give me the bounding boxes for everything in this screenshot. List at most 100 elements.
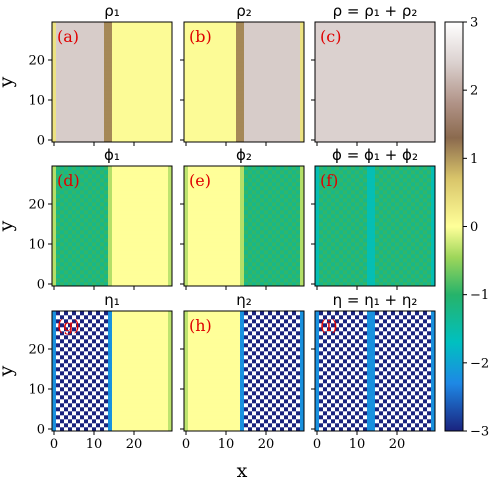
heatmap-cell	[120, 94, 125, 99]
heatmap-cell	[120, 102, 125, 107]
heatmap-cell	[184, 210, 189, 215]
heatmap-cell	[296, 218, 301, 223]
heatmap-cell	[355, 262, 360, 267]
heatmap-cell	[52, 130, 57, 135]
heatmap-cell	[248, 54, 253, 59]
heatmap-cell	[84, 62, 89, 67]
heatmap-cell	[244, 78, 249, 83]
heatmap-cell	[403, 62, 408, 67]
heatmap-cell	[264, 86, 269, 91]
heatmap-cell	[319, 222, 324, 227]
heatmap-cell	[220, 110, 225, 115]
heatmap-cell	[411, 66, 416, 71]
heatmap-cell	[100, 74, 105, 79]
heatmap-cell	[72, 218, 77, 223]
heatmap-cell	[351, 178, 356, 183]
heatmap-cell	[72, 42, 77, 47]
heatmap-cell	[52, 270, 57, 275]
heatmap-cell	[68, 78, 73, 83]
heatmap-cell	[88, 206, 93, 211]
heatmap-cell	[96, 226, 101, 231]
heatmap-cell	[128, 42, 133, 47]
heatmap-cell	[355, 98, 360, 103]
heatmap-cell	[276, 114, 281, 119]
heatmap-cell	[76, 46, 81, 51]
heatmap-cell	[280, 262, 285, 267]
heatmap-cell	[296, 254, 301, 259]
heatmap-cell	[272, 138, 277, 142]
heatmap-cell	[196, 42, 201, 47]
heatmap-cell	[343, 110, 348, 115]
heatmap-cell	[264, 166, 269, 171]
heatmap-cell	[343, 178, 348, 183]
heatmap-cell	[268, 166, 273, 171]
heatmap-cell	[100, 22, 105, 27]
heatmap-cell	[128, 106, 133, 111]
heatmap-cell	[60, 106, 65, 111]
heatmap-cell	[288, 174, 293, 179]
heatmap-cell	[260, 278, 265, 283]
heatmap-cell	[72, 222, 77, 227]
heatmap-cell	[120, 54, 125, 59]
heatmap-cell	[60, 86, 65, 91]
heatmap-cell	[124, 166, 129, 171]
heatmap-cell	[244, 194, 249, 199]
heatmap-cell	[423, 26, 428, 31]
heatmap-cell	[160, 22, 165, 27]
heatmap-cell	[339, 190, 344, 195]
heatmap-cell	[192, 126, 197, 131]
heatmap-cell	[168, 234, 172, 239]
heatmap-cell	[80, 118, 85, 123]
heatmap-cell	[128, 102, 133, 107]
heatmap-cell	[148, 90, 153, 95]
heatmap-cell	[335, 118, 340, 123]
heatmap-cell	[204, 46, 209, 51]
heatmap-cell	[347, 214, 352, 219]
heatmap-cell	[359, 62, 364, 67]
heatmap-cell	[148, 222, 153, 227]
heatmap-cell	[276, 218, 281, 223]
heatmap-cell	[128, 266, 133, 271]
heatmap-cell	[52, 238, 57, 243]
heatmap-cell	[216, 238, 221, 243]
heatmap-cell	[100, 178, 105, 183]
heatmap-cell	[351, 118, 356, 123]
heatmap-cell	[220, 254, 225, 259]
heatmap-cell	[164, 110, 169, 115]
heatmap-cell	[148, 278, 153, 283]
heatmap-cell	[132, 118, 137, 123]
heatmap-cell	[347, 50, 352, 55]
heatmap-cell	[88, 126, 93, 131]
heatmap-cell	[64, 50, 69, 55]
heatmap-cell	[80, 222, 85, 227]
heatmap-cell	[128, 282, 133, 286]
heatmap-cell	[68, 130, 73, 135]
heatmap-cell	[152, 170, 157, 175]
heatmap-cell	[280, 54, 285, 59]
heatmap-cell	[84, 278, 89, 283]
heatmap-cell	[240, 122, 245, 127]
heatmap-cell	[220, 50, 225, 55]
heatmap-cell	[252, 82, 257, 87]
heatmap-cell	[76, 178, 81, 183]
heatmap-cell	[292, 98, 297, 103]
heatmap-cell	[276, 174, 281, 179]
heatmap-cell	[80, 282, 85, 286]
heatmap-cell	[415, 134, 420, 139]
heatmap-cell	[216, 38, 221, 43]
heatmap-cell	[236, 262, 241, 267]
heatmap-cell	[228, 50, 233, 55]
heatmap-cell	[296, 262, 301, 267]
heatmap-cell	[347, 30, 352, 35]
heatmap-cell	[200, 242, 205, 247]
heatmap-cell	[264, 34, 269, 39]
heatmap-cell	[192, 250, 197, 255]
heatmap-cell	[363, 54, 368, 59]
heatmap-cell	[252, 46, 257, 51]
heatmap-cell	[347, 70, 352, 75]
heatmap-cell	[208, 210, 213, 215]
heatmap-cell	[228, 134, 233, 139]
heatmap-cell	[268, 210, 273, 215]
heatmap-cell	[124, 94, 129, 99]
heatmap-cell	[200, 126, 205, 131]
